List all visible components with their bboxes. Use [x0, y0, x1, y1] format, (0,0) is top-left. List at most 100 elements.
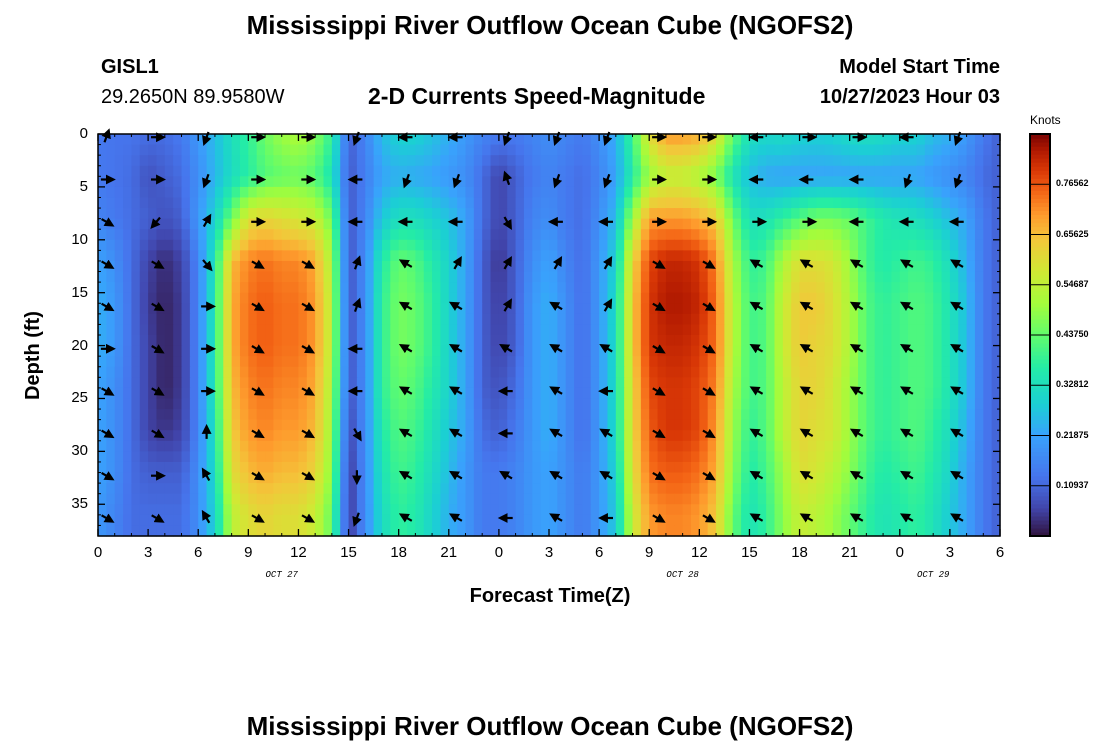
current-arrow [552, 255, 563, 270]
heatmap-cell [799, 483, 809, 495]
heatmap-cell [657, 250, 667, 262]
heatmap-cell [866, 176, 876, 188]
colorbar-tick-label: 0.76562 [1056, 178, 1089, 189]
heatmap-cell [782, 197, 792, 209]
heatmap-cell [348, 186, 358, 199]
heatmap-cell [791, 461, 801, 474]
heatmap-cell [348, 345, 358, 357]
heatmap-cell [883, 419, 893, 431]
heatmap-cell [139, 461, 149, 474]
heatmap-cell [373, 292, 383, 304]
heatmap-cell [749, 398, 759, 410]
heatmap-cell [832, 260, 842, 273]
heatmap-cell [281, 419, 291, 431]
heatmap-cell [114, 461, 124, 474]
heatmap-cell [924, 472, 934, 484]
heatmap-cell [716, 514, 725, 527]
heatmap-cell [891, 461, 901, 474]
heatmap-cell [248, 239, 258, 251]
heatmap-cell [248, 155, 258, 167]
heatmap-cell [649, 239, 659, 251]
heatmap-cell [507, 398, 517, 410]
heatmap-cell [490, 313, 500, 326]
colorbar-segment [1030, 347, 1050, 352]
heatmap-cell [916, 377, 926, 389]
heatmap-cell [632, 451, 642, 463]
heatmap-cell [941, 472, 951, 484]
colorbar-segment [1030, 278, 1050, 284]
heatmap-cell [991, 292, 1001, 304]
heatmap-cell [774, 356, 784, 368]
heatmap-cell [607, 451, 617, 463]
heatmap-cell [448, 239, 458, 251]
heatmap-cell [214, 324, 224, 336]
heatmap-cell [315, 345, 325, 357]
heatmap-cell [824, 303, 834, 315]
heatmap-cell [340, 292, 350, 304]
heatmap-cell [624, 514, 634, 527]
heatmap-cell [749, 239, 759, 251]
heatmap-cell [866, 504, 876, 516]
heatmap-cell [799, 377, 809, 389]
heatmap-cell [306, 335, 316, 347]
heatmap-cell [198, 451, 208, 463]
heatmap-cell [974, 250, 984, 262]
heatmap-cell [632, 260, 642, 273]
heatmap-cell [123, 387, 133, 400]
heatmap-cell [991, 155, 1001, 167]
heatmap-cell [699, 493, 709, 505]
heatmap-cell [924, 493, 934, 505]
heatmap-cell [365, 409, 375, 421]
heatmap-cell [373, 356, 383, 368]
heatmap-cell [98, 345, 107, 357]
heatmap-cell [824, 155, 834, 167]
heatmap-cell [582, 282, 592, 294]
heatmap-cell [816, 186, 826, 199]
heatmap-cell [640, 271, 650, 283]
heatmap-cell [123, 208, 133, 220]
heatmap-cell [265, 356, 274, 368]
heatmap-cell [657, 313, 667, 326]
heatmap-cell [791, 451, 801, 463]
heatmap-cell [273, 398, 283, 410]
heatmap-cell [540, 504, 550, 516]
heatmap-cell [340, 409, 350, 421]
heatmap-cell [473, 144, 483, 156]
heatmap-cell [373, 186, 383, 199]
heatmap-cell [123, 493, 133, 505]
heatmap-cell [565, 239, 575, 251]
heatmap-cell [916, 387, 926, 400]
heatmap-cell [507, 461, 517, 474]
heatmap-cell [741, 335, 751, 347]
heatmap-cell [782, 208, 792, 220]
heatmap-cell [231, 525, 241, 537]
heatmap-cell [807, 144, 817, 156]
heatmap-cell [231, 197, 241, 209]
heatmap-cell [423, 514, 433, 527]
heatmap-cell [799, 218, 809, 230]
heatmap-cell [883, 483, 893, 495]
heatmap-cell [632, 504, 642, 516]
heatmap-cell [899, 186, 909, 199]
heatmap-cell [599, 313, 609, 326]
heatmap-cell [323, 430, 333, 442]
heatmap-cell [624, 208, 634, 220]
heatmap-cell [356, 324, 366, 336]
heatmap-cell [774, 366, 784, 378]
heatmap-cell [908, 239, 918, 251]
colorbar-segment [1030, 495, 1050, 501]
heatmap-cell [214, 197, 224, 209]
heatmap-cell [440, 260, 450, 273]
heatmap-cell [356, 218, 366, 230]
colorbar-segment [1030, 431, 1050, 437]
heatmap-cell [983, 504, 993, 516]
heatmap-cell [114, 409, 124, 421]
heatmap-cell [958, 144, 968, 156]
heatmap-cell [807, 239, 817, 251]
heatmap-cell [974, 176, 984, 188]
heatmap-cell [933, 303, 943, 315]
heatmap-cell [933, 398, 943, 410]
heatmap-cell [415, 345, 425, 357]
heatmap-cell [131, 282, 141, 294]
current-arrow [599, 428, 613, 438]
